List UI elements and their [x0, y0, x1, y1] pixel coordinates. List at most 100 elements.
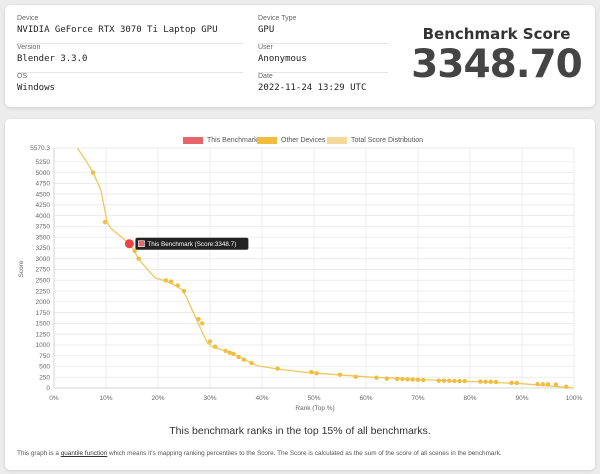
- y-tick-label: 2750: [36, 267, 51, 274]
- device-label: Device: [17, 15, 39, 22]
- other-device-point: [175, 283, 180, 288]
- legend-this-benchmark[interactable]: This Benchmark: [183, 136, 258, 144]
- other-device-point: [415, 377, 421, 383]
- other-device-point: [275, 366, 280, 371]
- x-tick-label: 80%: [463, 395, 476, 402]
- y-tick-label: 5000: [36, 170, 51, 177]
- other-device-point: [213, 344, 218, 349]
- version-field: Version Blender 3.3.0: [17, 44, 243, 73]
- y-tick-label: 1250: [36, 331, 51, 338]
- y-tick-label: 3250: [36, 245, 51, 252]
- quantile-function-link[interactable]: quantile function: [60, 450, 108, 457]
- x-tick-label: 10%: [99, 395, 112, 402]
- y-tick-label: 4000: [36, 213, 51, 220]
- y-tick-label: 5570.3: [30, 145, 50, 152]
- x-tick-label: 30%: [203, 395, 216, 402]
- other-devices-points: [90, 170, 569, 389]
- distribution-line: [76, 147, 575, 389]
- other-device-point: [462, 378, 467, 384]
- chart-axes: 0 250 500 750 1000 1250 1500 1750 2000 2250 2500 27…: [30, 145, 582, 402]
- other-device-point: [384, 376, 389, 381]
- other-device-point: [181, 288, 187, 294]
- y-tick-label: 2000: [36, 299, 51, 306]
- other-device-point: [196, 316, 201, 322]
- benchmark-score-value: 3348.70: [411, 42, 583, 87]
- device-info-card: Device NVIDIA GeForce RTX 3070 Ti Laptop…: [5, 5, 595, 107]
- benchmark-score-title: Benchmark Score: [422, 25, 571, 43]
- legend-label-other-devices: Other Devices: [281, 136, 326, 144]
- other-device-point: [410, 377, 415, 382]
- other-device-point: [223, 348, 228, 354]
- other-device-point: [488, 379, 493, 384]
- x-tick-label: 70%: [411, 395, 424, 402]
- this-benchmark-point: [124, 239, 134, 249]
- date-field: Date 2022-11-24 13:29 UTC: [258, 73, 388, 102]
- other-device-point: [436, 378, 441, 383]
- user-field: User Anonymous: [258, 44, 388, 73]
- date-value: 2022-11-24 13:29 UTC: [258, 83, 367, 93]
- x-tick-label: 0%: [49, 395, 59, 402]
- y-tick-label: 4500: [36, 191, 51, 198]
- legend-label-total-distribution: Total Score Distribution: [351, 136, 423, 144]
- note-before: This graph is a: [17, 450, 61, 457]
- y-tick-label: 500: [39, 364, 50, 371]
- other-device-point: [90, 170, 96, 175]
- legend-label-this-benchmark: This Benchmark: [207, 136, 258, 144]
- other-device-point: [132, 248, 137, 254]
- os-value: Windows: [17, 83, 55, 93]
- y-tick-label: 1500: [36, 321, 51, 328]
- other-device-point: [374, 375, 379, 380]
- other-device-point: [452, 378, 457, 384]
- y-tick-label: 0: [46, 385, 50, 392]
- other-device-point: [231, 351, 236, 357]
- x-axis-title: Rank (Top %): [295, 405, 334, 412]
- y-tick-label: 1000: [36, 342, 51, 349]
- x-tick-label: 100%: [566, 395, 583, 402]
- other-device-point: [337, 372, 343, 377]
- x-tick-label: 60%: [359, 395, 372, 402]
- device-value: NVIDIA GeForce RTX 3070 Ti Laptop GPU: [17, 25, 218, 35]
- legend-total-distribution[interactable]: Total Score Distribution: [327, 136, 423, 144]
- other-device-point: [309, 369, 314, 375]
- device-type-label: Device Type: [258, 15, 297, 22]
- other-device-point: [457, 378, 462, 384]
- tooltip-swatch: [138, 240, 145, 248]
- other-device-point: [207, 339, 213, 344]
- other-device-point: [405, 377, 410, 382]
- os-label: OS: [17, 73, 28, 80]
- this-benchmark-layer: This Benchmark (Score:3348.7): [124, 237, 249, 250]
- legend-other-devices[interactable]: Other Devices: [257, 136, 325, 144]
- quantile-chart[interactable]: 0 250 500 750 1000 1250 1500 1750 2000 2250 2500 27…: [5, 119, 595, 419]
- date-label: Date: [258, 73, 273, 80]
- distribution-line-layer: [76, 147, 575, 389]
- x-tick-label: 90%: [515, 395, 528, 402]
- y-tick-label: 3750: [36, 224, 51, 231]
- other-device-point: [395, 376, 400, 382]
- version-label: Version: [17, 44, 41, 51]
- other-device-point: [163, 278, 168, 283]
- y-tick-label: 4750: [36, 181, 51, 188]
- other-device-point: [447, 378, 452, 383]
- y-tick-label: 1750: [36, 310, 51, 317]
- y-tick-label: 4250: [36, 202, 51, 209]
- other-device-point: [535, 381, 540, 387]
- legend-swatch-other-devices: [257, 136, 277, 144]
- other-device-point: [400, 376, 405, 382]
- other-device-point: [314, 371, 319, 376]
- other-device-point: [102, 219, 108, 225]
- other-device-point: [553, 382, 558, 387]
- other-device-point: [353, 374, 358, 379]
- y-tick-label: 3000: [36, 256, 51, 263]
- user-value: Anonymous: [258, 54, 307, 64]
- version-value: Blender 3.3.0: [17, 54, 88, 64]
- y-tick-label: 750: [39, 353, 50, 360]
- legend-swatch-this-benchmark: [183, 136, 203, 144]
- other-device-point: [441, 378, 447, 383]
- other-device-point: [200, 321, 205, 326]
- note-after: which means it's mapping ranking percent…: [107, 450, 502, 457]
- y-tick-label: 3500: [36, 234, 51, 241]
- device-field: Device NVIDIA GeForce RTX 3070 Ti Laptop…: [17, 15, 243, 44]
- tooltip-text: This Benchmark (Score:3348.7): [147, 241, 236, 248]
- other-device-point: [241, 357, 246, 362]
- other-device-point: [514, 380, 519, 386]
